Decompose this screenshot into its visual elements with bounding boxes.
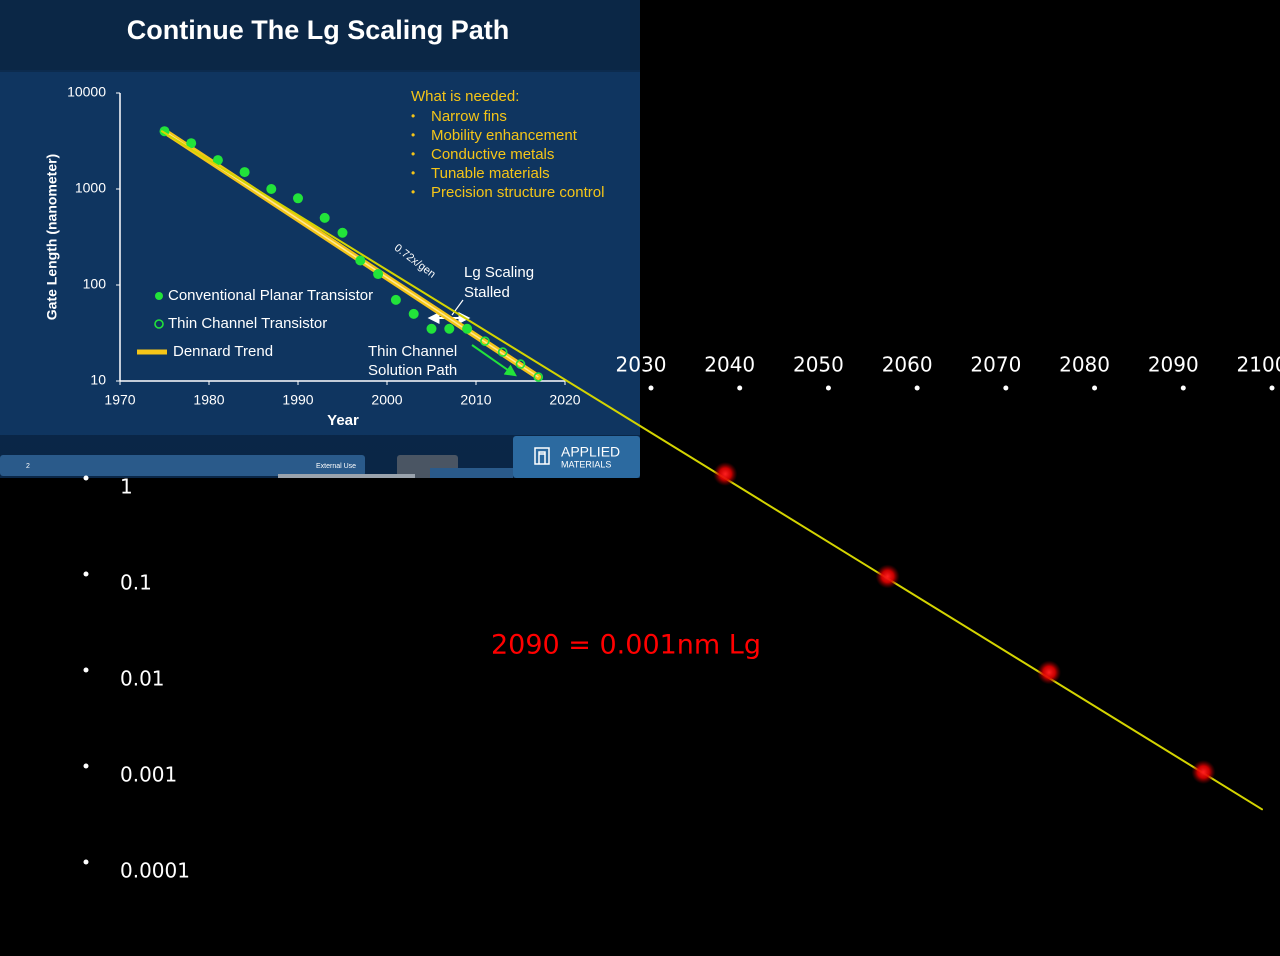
data-point [533,372,544,382]
x-tick-label: 2080 [1059,353,1110,377]
data-point [319,212,330,223]
y-tick-label: 0.0001 [120,859,190,883]
page-number: 2 [26,463,30,470]
slide: Continue The Lg Scaling Path 2 External … [0,0,640,478]
x-tick-label: 2050 [793,353,844,377]
data-point [293,193,303,204]
data-point [186,138,197,149]
logo-text: MATERIALS [561,459,611,469]
x-tick-label: 2040 [704,353,755,377]
footer-block [278,474,415,478]
logo-text: APPLIED [561,444,620,460]
y-tick-label: 1 [120,475,133,499]
y-tick-label: 0.1 [120,571,152,595]
annotation: Lg Scaling [464,264,534,281]
data-point [355,255,366,266]
note-bullet: • [411,185,415,199]
footer-text: External Use [316,463,356,470]
legend-swatch [154,319,164,329]
y-tick-label: 10000 [67,84,106,100]
notes-heading: What is needed: [411,88,519,105]
x-tick-label: 2020 [549,392,580,408]
data-point [480,336,490,346]
data-point [426,323,437,334]
y-tick-label: 100 [83,276,107,292]
x-tick-label: 2100 [1237,353,1280,377]
data-point [373,269,384,280]
annotation: 2090 = 0.001nm Lg [491,630,761,661]
data-point [515,359,526,369]
annotation: Solution Path [368,362,457,379]
note-bullet: • [411,147,415,161]
trend-line [160,130,1263,811]
data-point [497,347,508,357]
x-tick-label: 1980 [193,392,224,408]
x-tick-label: 2000 [371,392,402,408]
x-tick [914,385,920,391]
data-point [1191,760,1216,785]
y-tick [83,571,89,577]
data-point [239,167,250,178]
x-tick-label: 1970 [104,392,135,408]
data-point [390,294,401,305]
note-item: Conductive metals [431,146,554,163]
legend-label: Thin Channel Transistor [168,315,327,332]
x-tick-label: 2010 [460,392,491,408]
note-item: Tunable materials [431,165,550,182]
data-point [444,323,455,334]
x-tick [737,385,743,391]
solution-arrow [471,344,517,377]
slide-title: Continue The Lg Scaling Path [127,15,510,45]
data-point [337,227,348,238]
data-point [1037,660,1062,685]
title-bar [0,0,640,70]
data-point [462,323,473,334]
y-tick [83,475,89,481]
x-tick [648,385,654,391]
logo-icon [534,447,550,465]
annotation: Stalled [464,284,510,301]
y-tick-label: 0.001 [120,763,177,787]
logo-box [513,436,640,478]
x-tick [1180,385,1186,391]
legend-swatch [155,292,163,300]
x-tick-label: 2090 [1148,353,1199,377]
annotation: Thin Channel [368,343,457,360]
x-tick [825,385,831,391]
y-tick-label: 1000 [75,180,106,196]
y-tick-label: 10 [90,372,106,388]
x-tick-label: 2030 [616,353,667,377]
data-point [713,461,738,486]
note-item: Narrow fins [431,108,507,125]
x-tick-label: 2060 [882,353,933,377]
x-tick [1269,385,1275,391]
x-axis-label: Year [327,412,359,429]
note-item: Mobility enhancement [431,127,578,144]
legend-label: Conventional Planar Transistor [168,287,373,304]
data-point [408,308,419,319]
y-axis-label: Gate Length (nanometer) [44,154,60,320]
y-tick [83,763,89,769]
x-tick-label: 2070 [970,353,1021,377]
note-bullet: • [411,109,415,123]
x-tick [1003,385,1009,391]
x-tick [1092,385,1098,391]
note-bullet: • [411,128,415,142]
data-point [875,564,900,589]
note-item: Precision structure control [431,184,604,201]
note-bullet: • [411,166,415,180]
footer-block [430,468,513,478]
data-point [266,184,277,194]
y-tick [83,859,89,865]
x-tick-label: 1990 [282,392,313,408]
data-point [212,155,223,166]
legend-label: Dennard Trend [173,343,273,360]
y-tick-label: 0.01 [120,667,165,691]
y-tick [83,667,89,673]
extension-chart: 2090 = 0.001nm Lg 2030 2040 2050 2060 2070 20… [83,353,1280,883]
footer-bar [0,455,365,476]
